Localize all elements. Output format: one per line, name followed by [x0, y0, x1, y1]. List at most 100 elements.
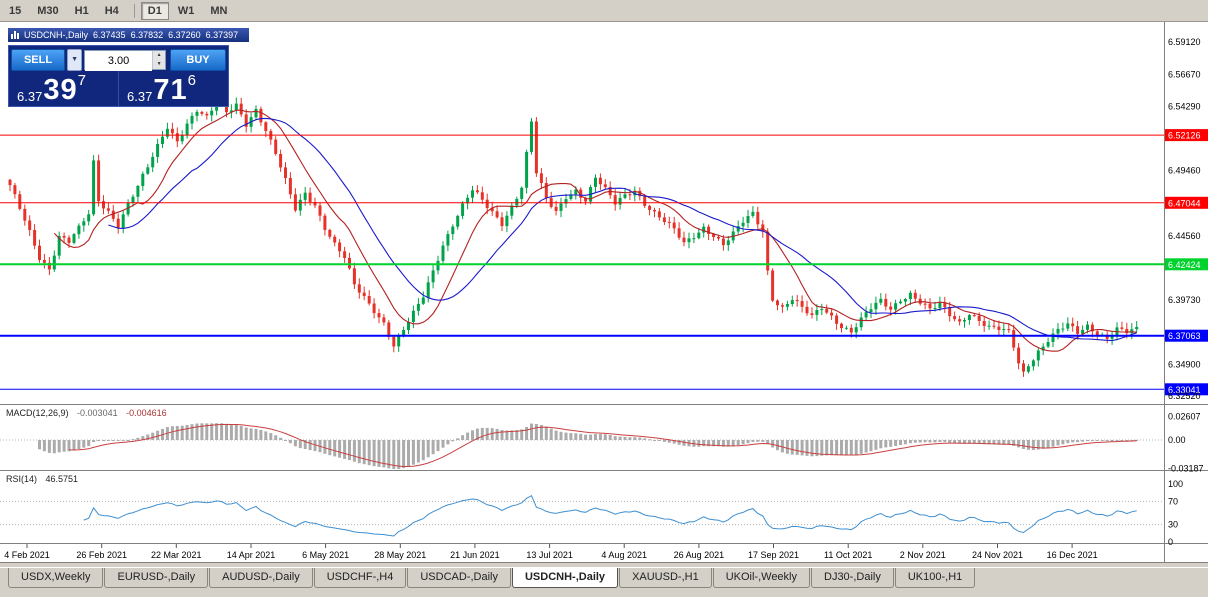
buy-button[interactable]: BUY [170, 48, 226, 71]
rsi-axis-label: 30 [1168, 520, 1178, 530]
price-badge [1165, 129, 1208, 142]
chart-window: 6.52126 6.47044 6.42424 6.37063 6.33041 6.591… [0, 22, 1208, 563]
macd-axis-label: 0.02607 [1168, 412, 1201, 422]
volume-field-wrap: ▲ ▼ [84, 49, 167, 71]
volume-down-button[interactable]: ▼ [153, 59, 166, 69]
timeframe-button-D1[interactable]: D1 [140, 1, 169, 20]
rsi-value: 46.5751 [45, 474, 79, 484]
chart-tab-xauusd-h1[interactable]: XAUUSD-,H1 [619, 568, 712, 588]
date-label: 26 Aug 2021 [674, 550, 725, 560]
price-axis-label: 6.44560 [1168, 231, 1201, 241]
timeframe-button-W1[interactable]: W1 [177, 4, 195, 17]
bid-prefix: 6.37 [17, 89, 43, 104]
date-label: 11 Oct 2021 [824, 550, 872, 560]
date-label: 13 Jul 2021 [526, 550, 573, 560]
date-label: 16 Dec 2021 [1047, 550, 1098, 560]
price-badge-label: 6.47044 [1168, 198, 1201, 208]
timeframe-button-M30[interactable]: M30 [37, 4, 59, 17]
ask-main-digits: 71 [153, 74, 188, 106]
chart-symbol-period: USDCNH-,Daily [24, 30, 89, 40]
timeframe-button-15[interactable]: 15 [9, 4, 22, 17]
bid-pip-digit: 7 [77, 72, 86, 89]
timeframe-button-H1[interactable]: H1 [74, 4, 89, 17]
macd-indicator-label: MACD(12,26,9) -0.003041 -0.004616 [6, 408, 173, 418]
price-badge [1165, 258, 1208, 271]
rsi-line [83, 495, 1137, 537]
date-label: 24 Nov 2021 [972, 550, 1023, 560]
quote-divider [118, 71, 119, 106]
date-label: 21 Jun 2021 [450, 550, 500, 560]
chart-tab-usdcad-daily[interactable]: USDCAD-,Daily [407, 568, 511, 588]
chart-tab-usdx-weekly[interactable]: USDX,Weekly [8, 568, 104, 588]
ask-pip-digit: 6 [187, 72, 196, 89]
date-label: 17 Sep 2021 [748, 550, 799, 560]
price-badge-label: 6.37063 [1168, 331, 1201, 341]
timeframe-toolbar: 15 M30 H1 H4 D1 W1 MN [0, 0, 1208, 22]
price-badge-label: 6.33041 [1168, 385, 1201, 395]
bid-price[interactable]: 6.37 39 7 [9, 71, 118, 106]
chart-tab-dj30-daily[interactable]: DJ30-,Daily [811, 568, 894, 588]
date-label: 26 Feb 2021 [76, 550, 127, 560]
date-label: 2 Nov 2021 [900, 550, 946, 560]
volume-spinner: ▲ ▼ [152, 50, 166, 69]
chart-tab-audusd-daily[interactable]: AUDUSD-,Daily [209, 568, 313, 588]
price-badge [1165, 329, 1208, 342]
price-badge [1165, 383, 1208, 396]
rsi-axis-label: 0 [1168, 537, 1173, 547]
chart-tab-ukoil-weekly[interactable]: UKOil-,Weekly [712, 568, 810, 588]
ma-slow-line [108, 117, 1137, 342]
one-click-trade-panel: SELL ▼ ▲ ▼ BUY 6.37 39 7 [8, 45, 229, 107]
rsi-name: RSI(14) [6, 474, 38, 484]
volume-input[interactable] [85, 50, 153, 71]
macd-name: MACD(12,26,9) [6, 408, 69, 418]
chart-tab-usdchf-h4[interactable]: USDCHF-,H4 [313, 568, 407, 588]
toolbar-separator [133, 3, 135, 18]
date-label: 4 Feb 2021 [4, 550, 50, 560]
sell-button[interactable]: SELL [11, 48, 66, 71]
timeframe-button-MN[interactable]: MN [210, 4, 228, 17]
price-axis-label: 6.34900 [1168, 360, 1201, 370]
price-badge-label: 6.52126 [1168, 131, 1201, 141]
macd-signal-line [68, 423, 1137, 467]
price-axis-label: 6.32520 [1168, 391, 1201, 401]
chart-tab-usdcnh-daily[interactable]: USDCNH-,Daily [511, 568, 619, 588]
macd-value-signal: -0.004616 [126, 408, 167, 418]
rsi-axis-label: 70 [1168, 496, 1178, 506]
chart-window-icon [11, 31, 20, 39]
price-axis-label: 6.49460 [1168, 166, 1201, 176]
date-label: 4 Aug 2021 [601, 550, 647, 560]
ohlc-close: 6.37397 [205, 30, 239, 40]
rsi-axis-label: 100 [1168, 479, 1183, 489]
date-label: 14 Apr 2021 [227, 550, 276, 560]
macd-value-main: -0.003041 [77, 408, 118, 418]
bid-main-digits: 39 [43, 74, 78, 106]
chart-tab-eurusd-daily[interactable]: EURUSD-,Daily [104, 568, 209, 588]
price-axis-label: 6.54290 [1168, 101, 1201, 111]
price-axis-label: 6.59120 [1168, 37, 1201, 47]
rsi-indicator-label: RSI(14) 46.5751 [6, 474, 84, 484]
macd-histogram [38, 423, 1139, 469]
chart-title-bar: USDCNH-,Daily 6.37435 6.37832 6.37260 6.… [8, 28, 250, 42]
macd-axis-label: 0.00 [1168, 435, 1186, 445]
date-label: 6 May 2021 [302, 550, 349, 560]
volume-dropdown-button[interactable]: ▼ [67, 48, 83, 71]
candlestick-series [8, 97, 1139, 377]
chart-tab-bar: USDX,Weekly EURUSD-,Daily AUDUSD-,Daily USD… [0, 567, 1208, 591]
price-axis-label: 6.39730 [1168, 295, 1201, 305]
ohlc-open: 6.37435 [93, 30, 126, 40]
price-axis-label: 6.56670 [1168, 70, 1201, 80]
ohlc-high: 6.37832 [130, 30, 164, 40]
chart-tab-uk100-h1[interactable]: UK100-,H1 [894, 568, 976, 588]
timeframe-button-H4[interactable]: H4 [104, 4, 119, 17]
price-badge-label: 6.42424 [1168, 260, 1201, 270]
macd-axis-label: -0.03187 [1168, 464, 1204, 474]
ohlc-low: 6.37260 [168, 30, 201, 40]
date-label: 28 May 2021 [374, 550, 426, 560]
price-badge [1165, 196, 1208, 209]
ask-price[interactable]: 6.37 71 6 [119, 71, 228, 106]
volume-up-button[interactable]: ▲ [153, 50, 166, 60]
date-label: 22 Mar 2021 [151, 550, 202, 560]
chart-canvas[interactable]: 6.52126 6.47044 6.42424 6.37063 6.33041 6.591… [0, 22, 1208, 562]
ask-prefix: 6.37 [127, 89, 153, 104]
